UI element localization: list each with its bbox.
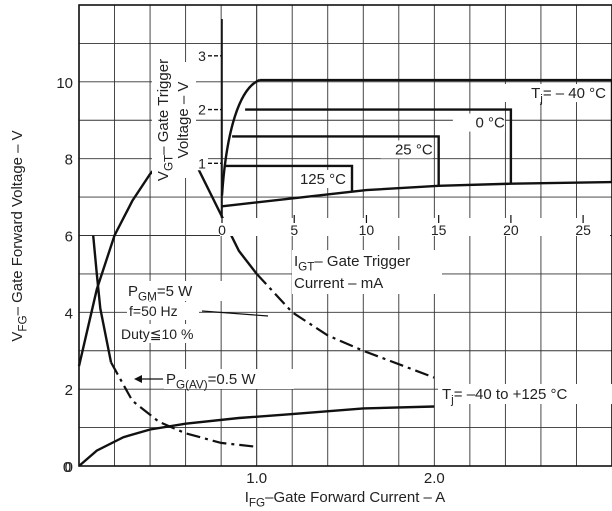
series-line-solid <box>92 235 113 363</box>
x-axis-label: IFG–Gate Forward Current – A <box>245 489 446 510</box>
series-line <box>78 405 435 467</box>
inset-series-label-bg <box>294 169 346 188</box>
annotation-pgav: PG(AV)=0.5 W <box>166 371 256 392</box>
inset-series-label: 25 °C <box>395 141 433 158</box>
inset-y-axis-label: VGT– Gate Trigger <box>155 59 176 181</box>
inset-series-label-bg <box>380 140 433 159</box>
inset-x-tick-label: 0 <box>218 222 226 238</box>
y-axis-label: VFG– Gate Forward Voltage – V <box>9 130 30 341</box>
x-tick-label: 2.0 <box>424 470 445 487</box>
inset-region-1 <box>245 108 513 184</box>
main-frame <box>78 4 612 467</box>
label-bg <box>127 302 199 320</box>
label-bg <box>126 281 232 301</box>
label-bg <box>119 324 203 343</box>
inset-x-tick-label: 20 <box>503 222 519 238</box>
inset-series-label: 125 °C <box>300 171 346 188</box>
inset-y-tick-label: 2 <box>198 102 206 118</box>
annotation-tj-range: Tj= –40 to +125 °C <box>442 386 568 407</box>
inset-chart: 1 2 3 0 5 10 15 20 25 Tj= – 40 °C 0 °C 25 °C 125 °C I… <box>152 19 612 294</box>
y-tick-label: 0 <box>65 459 73 476</box>
inset-x-tick-label: 5 <box>290 222 298 238</box>
label-bg <box>438 384 612 404</box>
inset-region-3 <box>224 164 354 192</box>
annotation-duty: Duty≦10 % <box>121 326 193 342</box>
inset-y-tick-label: 1 <box>198 155 206 171</box>
inset-series-label-bg <box>500 84 606 103</box>
label-bg <box>164 369 294 389</box>
y-tick-label: 4 <box>65 305 73 322</box>
main-axis-labels: IFG–Gate Forward Current – A VFG– Gate Fo… <box>9 130 445 509</box>
series-line-dashdot <box>255 273 435 379</box>
inset-x-tick-label: 25 <box>575 222 591 238</box>
plot-frame <box>78 4 612 467</box>
inset-x-axis-label: IGT– Gate Trigger <box>294 253 410 274</box>
y-tick-label: 10 <box>56 75 73 92</box>
inset-x-axis-label-units: Current – mA <box>294 275 383 292</box>
annotation-leader <box>201 310 269 317</box>
inset-y-axis-label-group: VGT– Gate Trigger Voltage – V <box>152 59 196 181</box>
inset-series-label: Tj= – 40 °C <box>531 85 606 106</box>
inset-ylabel-bg <box>152 62 196 178</box>
main-annotations: PGM=5 Wf=50 Hz Duty≦10 % PG(AV)=0.5 W Tj= –… <box>119 281 612 407</box>
y-tick-label: 2 <box>65 382 73 399</box>
inset-region-0 <box>259 78 612 183</box>
inset-y-tick-bg <box>196 100 208 117</box>
inset-y-axis-label-units: Voltage – V <box>175 82 192 159</box>
x-tick-label: 1.0 <box>246 470 267 487</box>
inset-x-tick-label: 15 <box>431 222 447 238</box>
inset-x-tick-label: 10 <box>359 222 375 238</box>
y-tick-label: 6 <box>65 229 73 246</box>
arrow-head <box>134 375 142 383</box>
annotation-pgm: PGM=5 W <box>128 283 193 304</box>
inset-xlabel-bg <box>292 250 442 294</box>
series-line-dashdot <box>110 361 257 448</box>
origin-label: 0 <box>63 459 71 476</box>
inset-series-label: 0 °C <box>476 115 506 132</box>
inset-y-tick-bg <box>196 46 208 63</box>
inset-y-tick-bg <box>196 154 208 171</box>
annotation-freq: f=50 Hz <box>129 303 178 319</box>
inset-region-2 <box>232 135 440 186</box>
y-tick-label: 8 <box>65 152 73 169</box>
inset-left-boundary <box>220 78 261 196</box>
inset-series-label-bg <box>452 113 505 132</box>
inset-lower-boundary <box>221 180 612 208</box>
inset-y-tick-label: 3 <box>198 48 206 64</box>
main-tick-labels: 0 2 4 6 8 10 1.0 2.0 0 <box>56 75 444 487</box>
inset-xtick-bg <box>220 218 610 236</box>
